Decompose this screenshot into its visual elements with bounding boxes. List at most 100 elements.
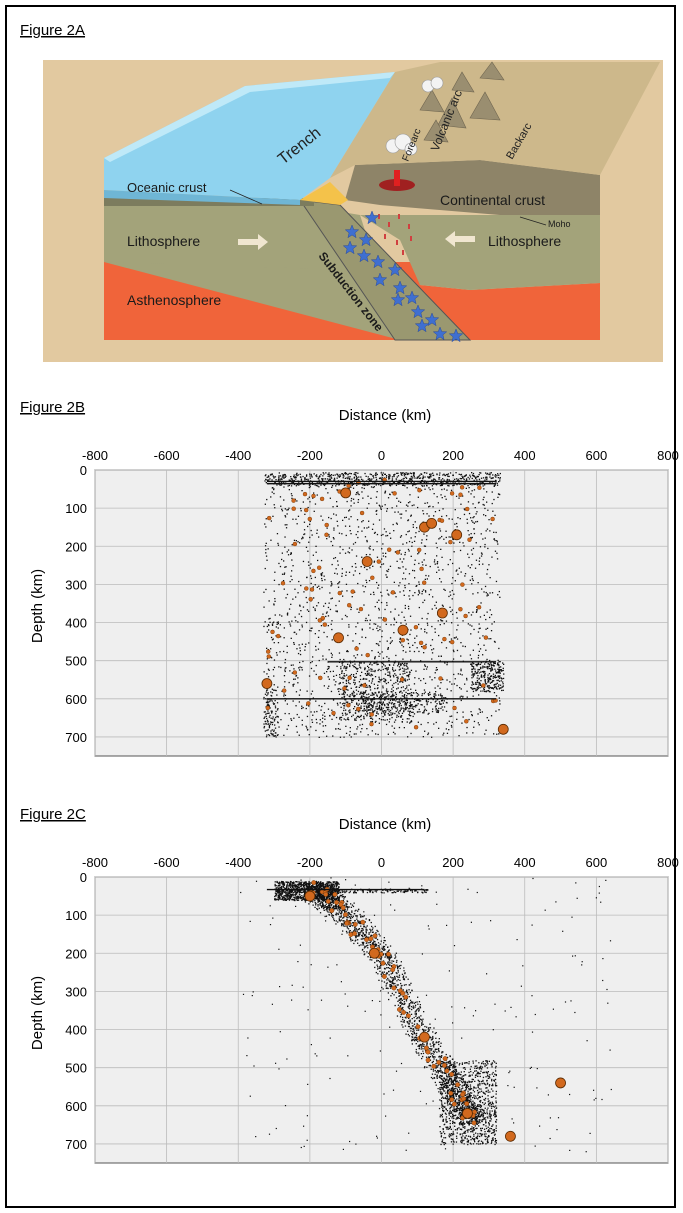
data-point <box>378 722 380 724</box>
data-point <box>365 690 367 692</box>
data-point <box>328 534 330 536</box>
data-point <box>398 666 401 668</box>
data-point <box>499 472 501 475</box>
data-point <box>484 679 486 681</box>
data-point <box>283 560 285 562</box>
data-point <box>471 663 473 665</box>
data-point <box>279 885 281 887</box>
data-point <box>471 564 473 566</box>
data-point <box>371 709 373 711</box>
data-point <box>438 478 440 480</box>
data-point <box>437 685 439 687</box>
data-point <box>449 1112 451 1114</box>
data-point <box>339 552 341 554</box>
data-point <box>316 586 318 588</box>
data-point <box>285 899 287 901</box>
data-point <box>271 711 273 713</box>
data-point <box>388 721 390 723</box>
event-marker <box>302 491 308 497</box>
data-point <box>392 674 395 677</box>
data-point <box>485 729 487 731</box>
data-point <box>372 891 374 893</box>
data-point <box>418 589 420 592</box>
data-point <box>326 668 329 670</box>
data-point <box>295 620 297 622</box>
data-point <box>424 664 426 666</box>
data-point <box>381 477 383 479</box>
data-point <box>393 694 395 697</box>
data-point <box>350 505 352 507</box>
data-point <box>400 535 403 537</box>
data-point <box>417 694 420 696</box>
data-point <box>438 538 440 540</box>
data-point <box>384 678 386 681</box>
data-point <box>480 690 482 692</box>
data-point <box>419 700 422 702</box>
data-point <box>431 652 434 654</box>
data-point <box>282 890 285 892</box>
data-point <box>456 480 459 482</box>
data-point <box>477 631 480 633</box>
data-point <box>400 891 402 893</box>
data-point <box>338 652 341 654</box>
data-point <box>343 665 346 667</box>
data-point <box>266 647 268 649</box>
data-point <box>480 555 483 557</box>
data-point <box>379 702 382 704</box>
data-point <box>371 528 374 530</box>
data-point <box>358 686 360 688</box>
data-point <box>268 669 270 671</box>
data-point <box>428 477 430 479</box>
data-point <box>289 896 291 898</box>
data-point <box>502 689 504 691</box>
data-point <box>437 710 440 712</box>
data-point <box>289 580 291 583</box>
data-point <box>493 680 495 682</box>
data-point <box>351 481 353 483</box>
data-point <box>345 682 348 685</box>
event-marker <box>291 498 296 503</box>
data-point <box>330 652 332 654</box>
data-point <box>291 570 293 572</box>
data-point <box>400 708 402 710</box>
data-point <box>333 714 335 717</box>
data-point <box>476 1136 478 1138</box>
data-point <box>278 884 280 886</box>
data-point <box>473 687 475 690</box>
data-point <box>283 482 285 484</box>
data-point <box>498 676 501 678</box>
data-point <box>398 614 400 616</box>
data-point <box>407 710 409 712</box>
data-point <box>476 665 478 667</box>
data-point <box>295 725 298 728</box>
data-point <box>276 880 278 883</box>
data-point <box>298 895 300 898</box>
data-point <box>433 695 436 697</box>
data-point <box>380 679 382 681</box>
data-point <box>303 891 305 893</box>
data-point <box>490 667 492 670</box>
data-point <box>401 644 403 646</box>
data-point <box>366 581 368 584</box>
data-point <box>414 577 416 579</box>
data-point <box>386 508 388 510</box>
data-point <box>278 895 281 897</box>
data-point <box>434 677 436 679</box>
data-point <box>310 473 312 476</box>
data-point <box>352 714 354 716</box>
data-point <box>316 894 319 896</box>
data-point <box>380 709 382 711</box>
data-point <box>480 602 482 604</box>
data-point <box>369 709 372 711</box>
star-icon <box>387 262 403 277</box>
data-point <box>389 675 392 677</box>
data-point <box>281 883 283 885</box>
data-point <box>326 611 328 613</box>
data-point <box>363 662 365 664</box>
data-point <box>313 473 315 475</box>
data-point <box>420 679 422 682</box>
data-point <box>490 664 493 666</box>
data-point <box>454 637 456 639</box>
data-point <box>374 531 376 534</box>
data-point <box>448 641 451 643</box>
